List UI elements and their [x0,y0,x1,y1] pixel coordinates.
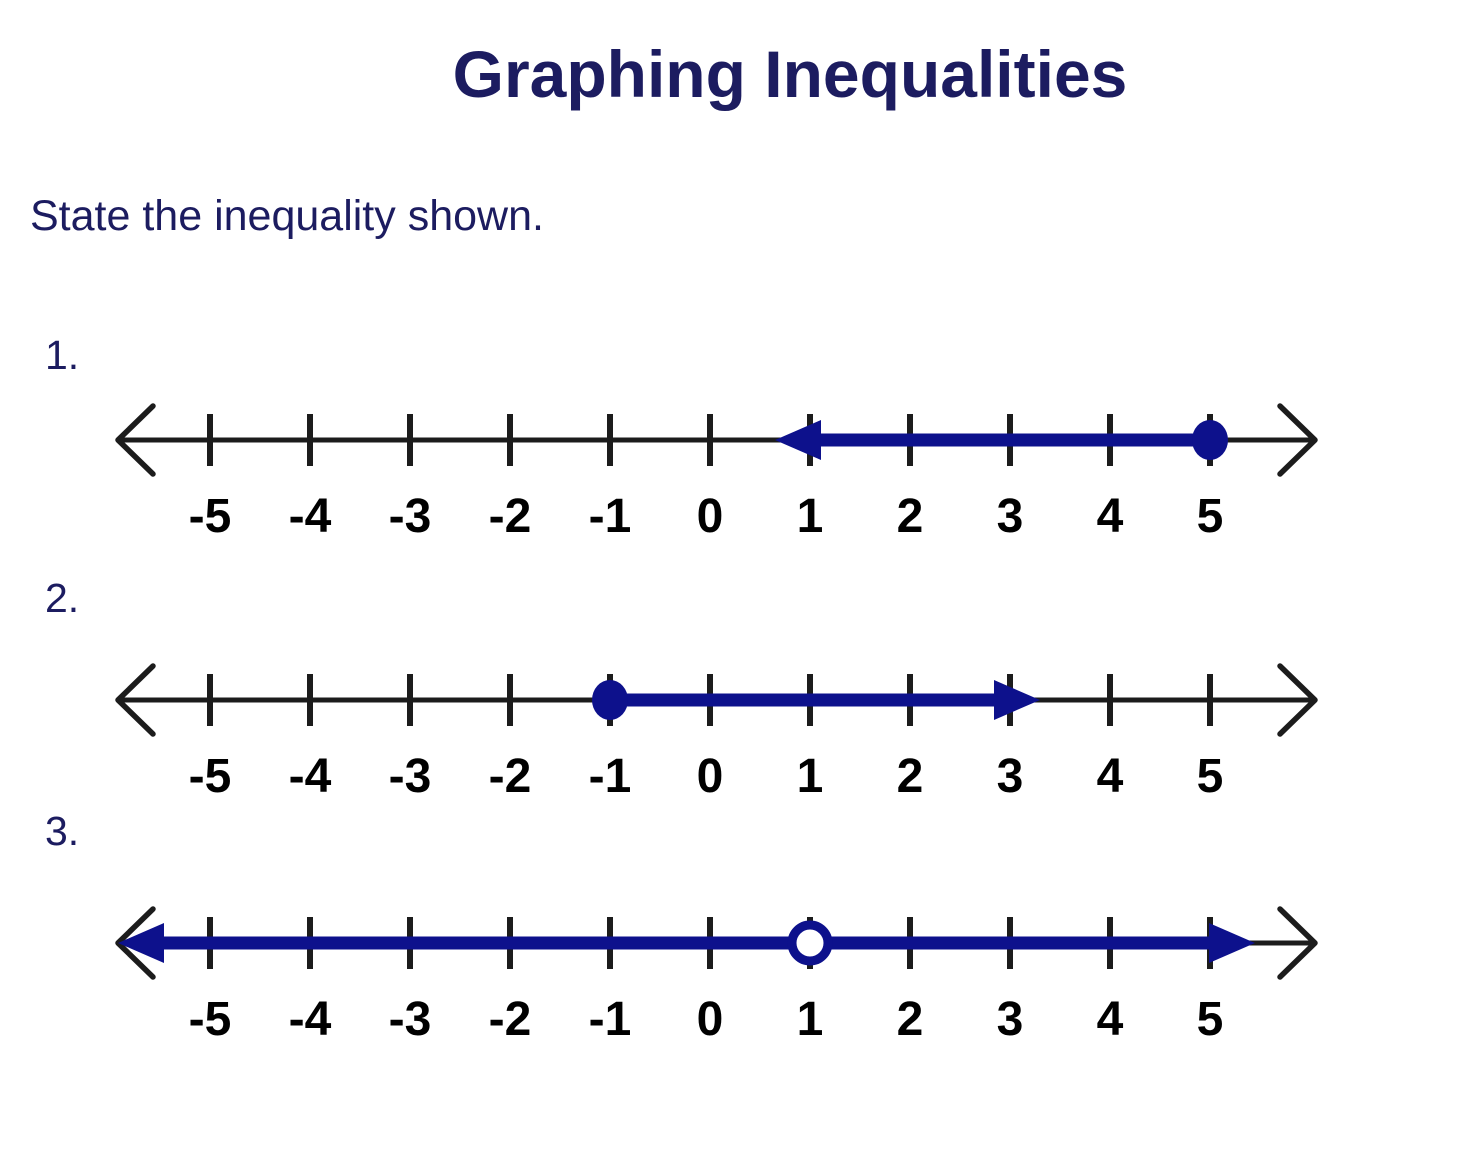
number-line-3: -5 -4 -3 -2 -1 0 1 2 3 4 5 [115,906,1318,1046]
axis-left-arrow-icon [115,663,156,737]
tick-label: 1 [797,750,824,803]
tick-label: 3 [997,750,1024,803]
tick-label: 1 [797,993,824,1046]
problem-2-number: 2. [45,575,80,621]
tick-label: -4 [289,993,332,1046]
ray-left-arrowhead-icon [775,420,821,460]
tick-label: 2 [897,993,924,1046]
tick-label: 0 [697,993,724,1046]
tick-label: -4 [289,490,332,543]
tick-label: -2 [489,993,532,1046]
tick-label: -1 [589,993,632,1046]
ray-left-arrowhead-icon [118,923,164,963]
open-circle-marker [787,920,833,966]
tick-label: 4 [1097,993,1124,1046]
tick-label: 2 [897,750,924,803]
number-line-2: -5 -4 -3 -2 -1 0 1 2 3 4 5 [115,663,1318,803]
axis-left-arrow-icon [115,403,156,477]
tick-label: -5 [189,993,232,1046]
tick-label: -2 [489,750,532,803]
tick-label: 3 [997,993,1024,1046]
tick-label: 3 [997,490,1024,543]
tick-label: -3 [389,490,432,543]
closed-dot-marker [592,680,628,720]
tick-label: -3 [389,750,432,803]
tick-label: 0 [697,490,724,543]
tick-label: 1 [797,490,824,543]
tick-label: 0 [697,750,724,803]
ray-right-arrowhead-icon [994,680,1040,720]
tick-label: 4 [1097,750,1124,803]
tick-label: 5 [1197,993,1224,1046]
number-line-1: -5 -4 -3 -2 -1 0 1 2 3 4 5 [115,403,1318,543]
axis-right-arrow-icon [1277,906,1318,980]
tick-label: -1 [589,750,632,803]
closed-dot-marker [1192,420,1228,460]
tick-label: -3 [389,993,432,1046]
tick-label: 5 [1197,490,1224,543]
tick-label: -5 [189,750,232,803]
ray-right-arrowhead-icon [1209,923,1255,963]
problem-3-number: 3. [45,808,80,854]
tick-label: 4 [1097,490,1124,543]
problem-1-number: 1. [45,332,80,378]
axis-right-arrow-icon [1277,403,1318,477]
tick-label: 5 [1197,750,1224,803]
tick-label: -2 [489,490,532,543]
instruction-text: State the inequality shown. [30,192,544,240]
tick-label: -5 [189,490,232,543]
axis-right-arrow-icon [1277,663,1318,737]
tick-label: -4 [289,750,332,803]
page-title: Graphing Inequalities [452,37,1128,111]
tick-label: 2 [897,490,924,543]
tick-label: -1 [589,490,632,543]
